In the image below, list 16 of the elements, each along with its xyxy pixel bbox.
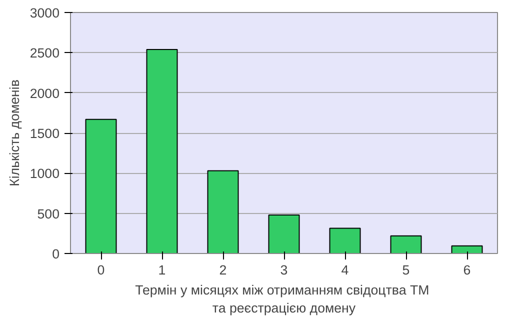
x-tick-label: 2 <box>219 262 227 278</box>
x-tick-label: 6 <box>463 262 471 278</box>
y-tick-label: 3000 <box>30 6 60 20</box>
y-tick-label: 500 <box>37 206 60 222</box>
y-tick-label: 1000 <box>30 166 60 182</box>
x-tick-label: 3 <box>280 262 288 278</box>
y-axis-title: Кількість доменів <box>6 80 22 186</box>
y-tick-label: 2000 <box>30 86 60 101</box>
x-tick-label: 0 <box>97 262 105 278</box>
x-axis-title: Термін у місяцях між отриманням свідоцтва ТМ та реєстрацією домену <box>135 282 430 316</box>
x-tick-label: 4 <box>341 262 350 278</box>
x-tick-label: 1 <box>158 262 166 278</box>
y-tick-label: 1500 <box>30 126 60 141</box>
y-tick-label: 2500 <box>30 46 60 61</box>
y-tick-label: 0 <box>52 246 60 262</box>
x-tick-label: 5 <box>402 262 410 278</box>
